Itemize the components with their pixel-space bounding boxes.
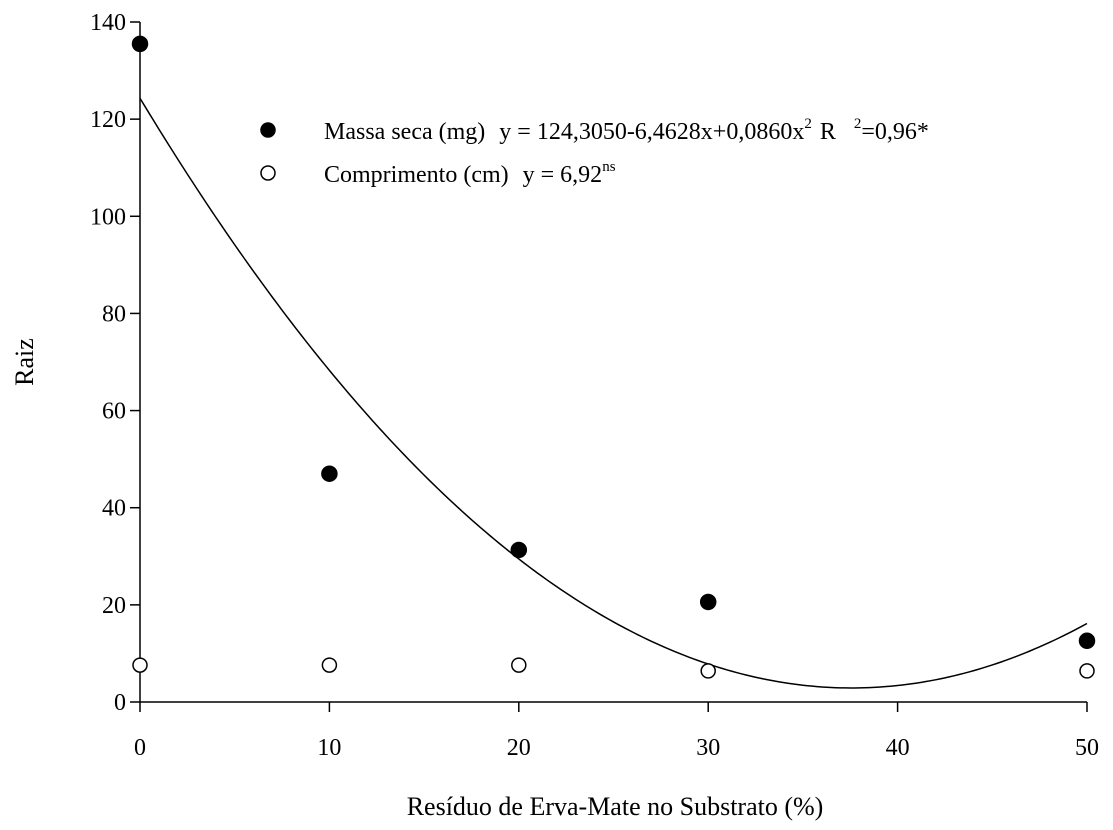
axes bbox=[139, 22, 1087, 703]
legend-label-comprimento: Comprimento (cm) y = 6,92ns bbox=[324, 159, 616, 188]
legend-equation: y = 6,92 bbox=[523, 162, 603, 188]
data-point-series-1 bbox=[132, 657, 148, 673]
x-tick-label: 20 bbox=[507, 735, 531, 761]
x-tick-label: 0 bbox=[134, 735, 146, 761]
data-point-series-0 bbox=[131, 35, 149, 53]
fit-curves bbox=[139, 97, 1088, 689]
data-point-series-0 bbox=[1078, 632, 1096, 650]
x-tick-label: 10 bbox=[317, 735, 341, 761]
y-tick-label: 80 bbox=[102, 301, 126, 327]
y-tick-label: 60 bbox=[102, 399, 126, 425]
legend-r-label: R bbox=[820, 119, 836, 145]
data-point-series-0 bbox=[321, 465, 338, 482]
y-axis-title: Raiz bbox=[10, 338, 39, 386]
y-tick-label: 100 bbox=[90, 204, 126, 230]
y-tick-label: 140 bbox=[90, 10, 126, 36]
data-points bbox=[131, 35, 1096, 679]
data-point-series-1 bbox=[700, 663, 716, 679]
data-point-series-1 bbox=[511, 657, 527, 673]
legend-equation: y = 124,3050-6,4628x+0,0860x bbox=[499, 119, 804, 145]
legend-r-exponent: 2 bbox=[854, 116, 862, 132]
legend-r-value: =0,96* bbox=[861, 119, 929, 145]
data-point-series-0 bbox=[699, 593, 717, 611]
legend-marker-massa-seca bbox=[260, 122, 276, 138]
fit-curve bbox=[139, 97, 1088, 689]
legend-series-name: Massa seca (mg) bbox=[324, 119, 485, 145]
legend-equation-exponent: 2 bbox=[804, 116, 812, 132]
ticks: 0 10 20 30 40 50 0 20 40 60 80 100 120 140 bbox=[90, 10, 1099, 761]
y-tick-label: 120 bbox=[90, 107, 126, 133]
legend-marker-comprimento bbox=[260, 165, 276, 181]
x-tick-label: 30 bbox=[696, 735, 720, 761]
x-tick-label: 40 bbox=[886, 735, 910, 761]
x-tick-label: 50 bbox=[1075, 735, 1099, 761]
data-point-series-1 bbox=[1079, 663, 1095, 679]
y-tick-label: 40 bbox=[102, 496, 126, 522]
y-tick-label: 20 bbox=[102, 593, 126, 619]
legend-equation-exponent: ns bbox=[602, 159, 616, 175]
x-axis-title: Resíduo de Erva-Mate no Substrato (%) bbox=[407, 792, 824, 821]
y-tick-label: 0 bbox=[114, 690, 126, 716]
legend-label-massa-seca: Massa seca (mg) y = 124,3050-6,4628x+0,08… bbox=[324, 116, 929, 145]
data-point-series-0 bbox=[510, 541, 528, 559]
legend: Massa seca (mg) y = 124,3050-6,4628x+0,08… bbox=[260, 116, 929, 188]
data-point-series-1 bbox=[321, 657, 338, 673]
legend-series-name: Comprimento (cm) bbox=[324, 162, 509, 188]
